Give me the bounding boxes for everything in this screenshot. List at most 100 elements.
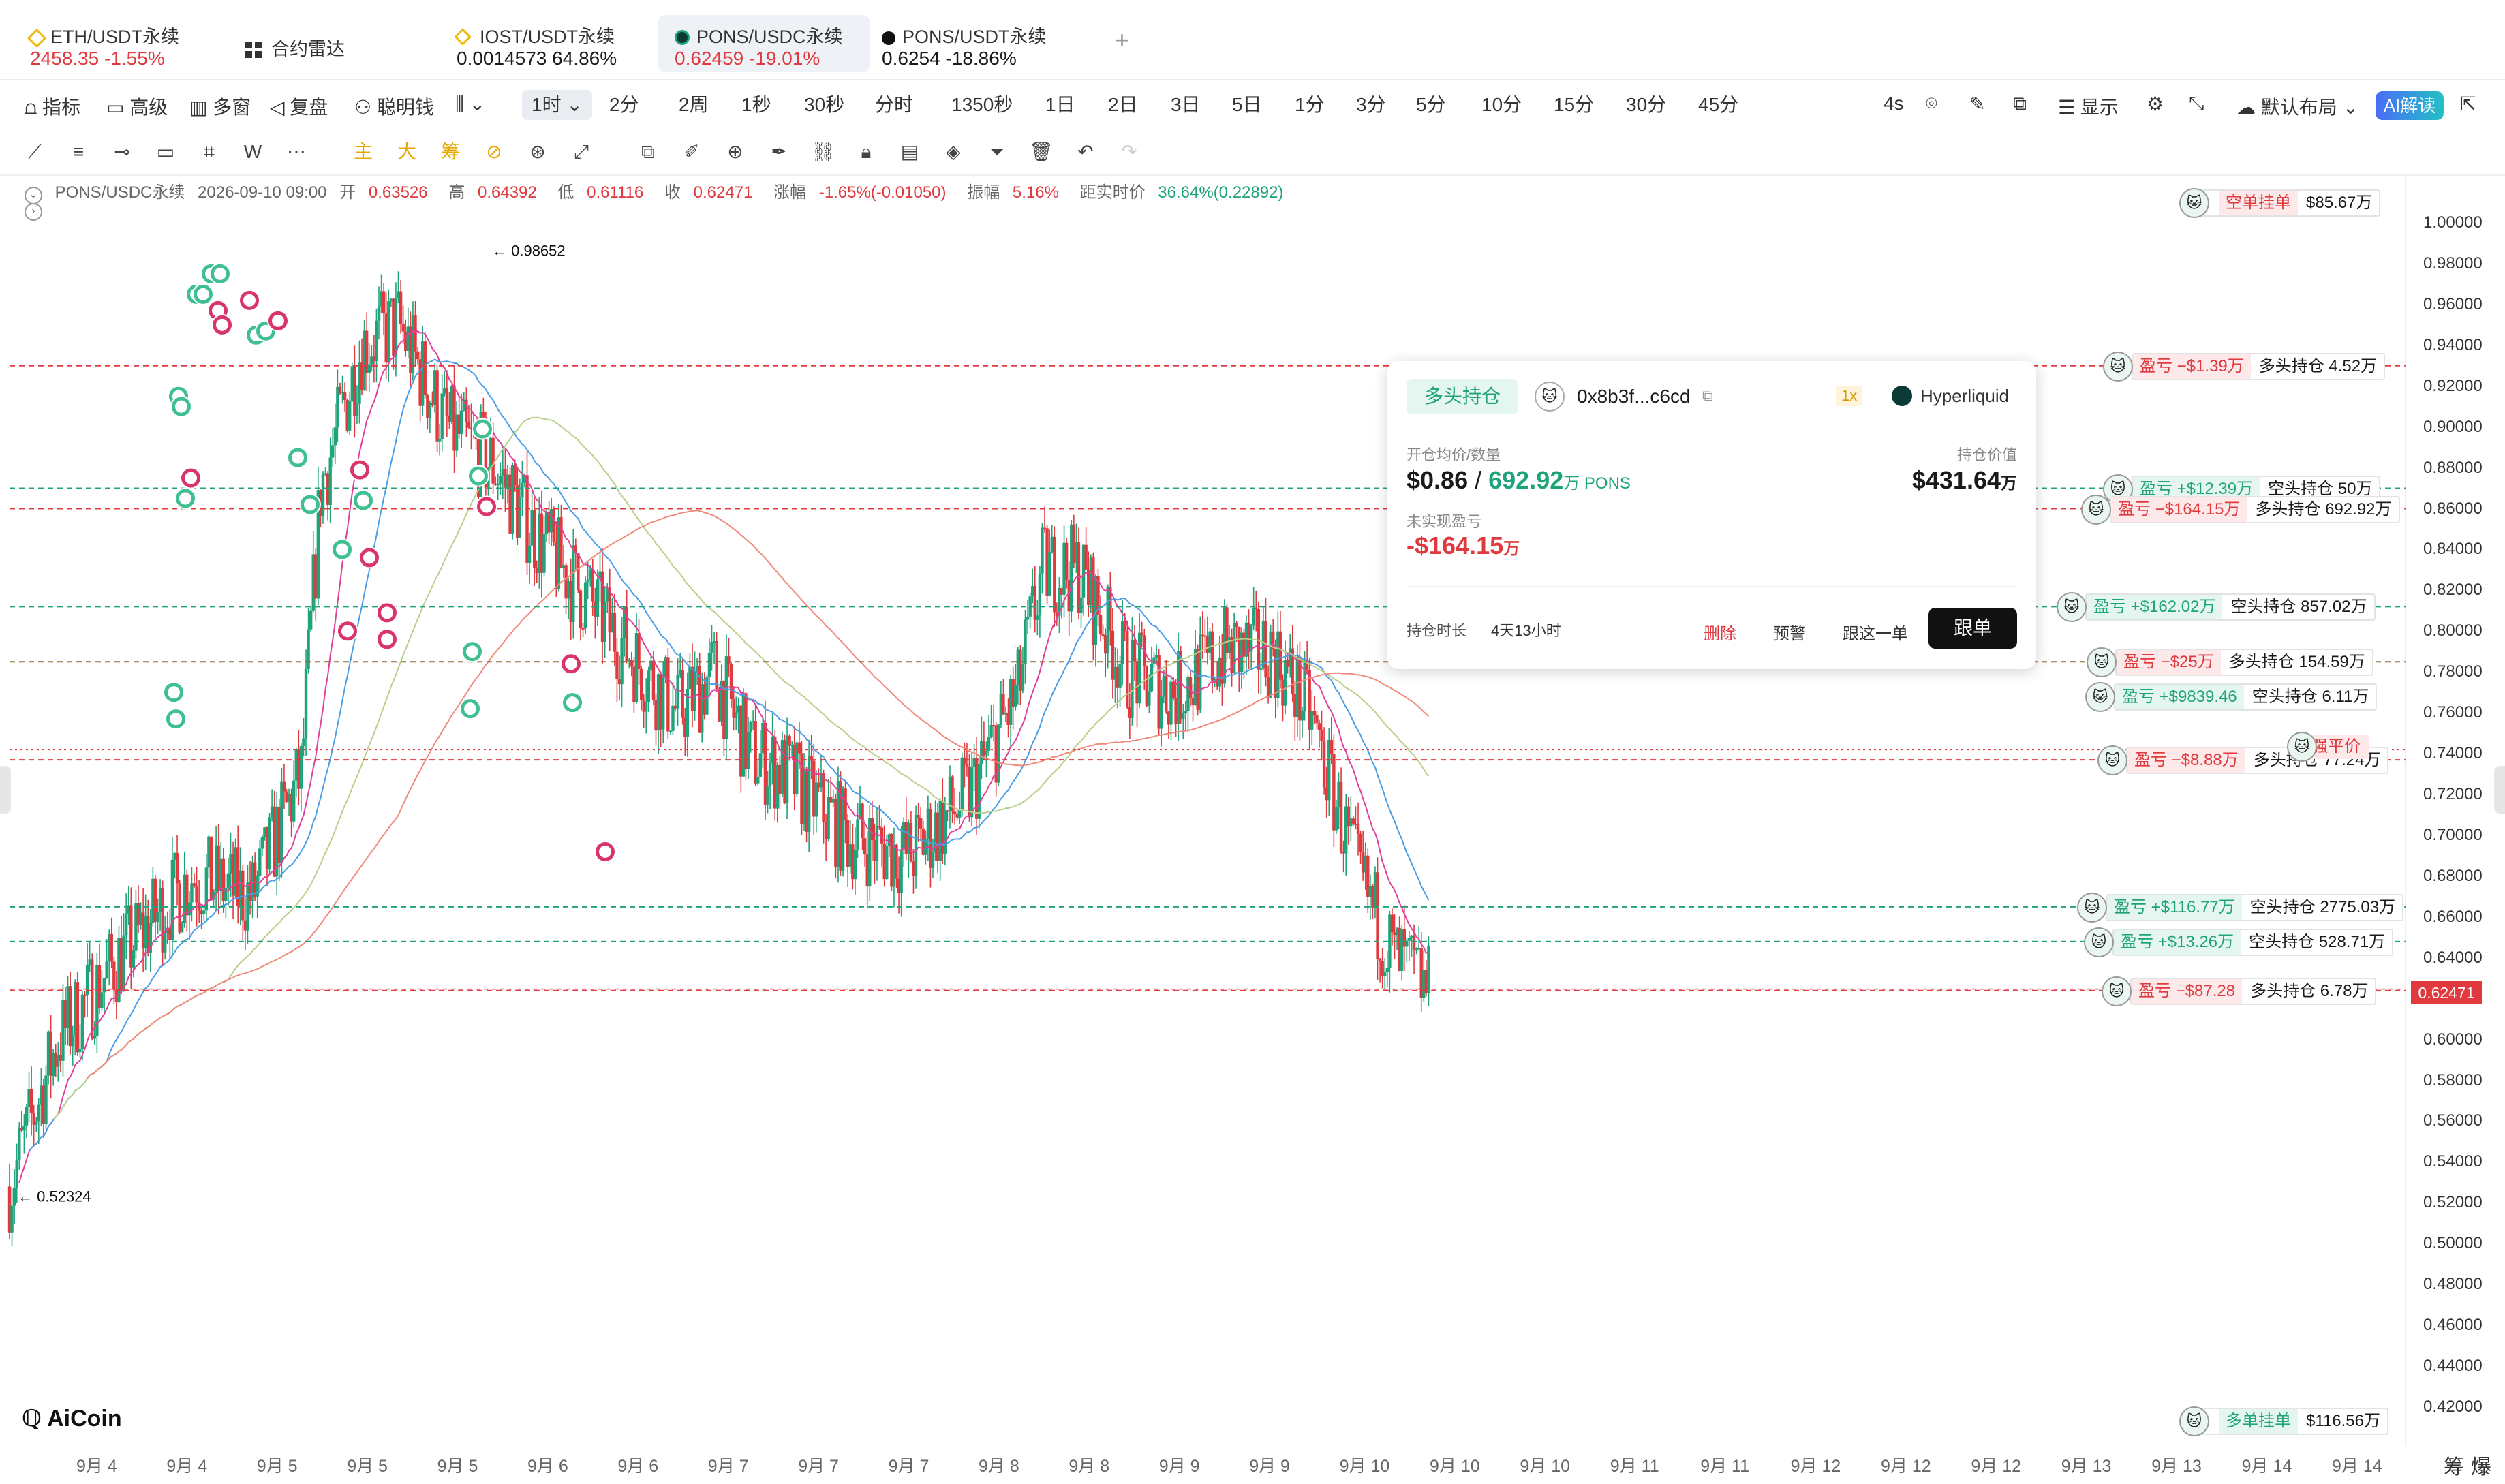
x-tick-label: 9月 4 (76, 1457, 117, 1476)
ai-interpret-button[interactable]: AI解读 (2376, 91, 2444, 120)
timeframe-2[interactable]: 2周 (679, 94, 709, 115)
liquidation-corner-button[interactable]: 爆 (2471, 1456, 2491, 1479)
path-icon[interactable]: ⋯ (287, 141, 306, 162)
candle-body (418, 359, 422, 406)
redo-icon[interactable]: ↷ (1121, 141, 1137, 162)
timeframe-17[interactable]: 45分 (1698, 94, 1739, 115)
timeframe-6[interactable]: 1350秒 (951, 94, 1013, 115)
timeframe-8[interactable]: 2日 (1108, 94, 1138, 115)
big-icon[interactable]: 大 (397, 141, 416, 162)
candle-body (955, 814, 959, 818)
alert-button[interactable]: 预警 (1773, 625, 1806, 643)
right-panel-handle[interactable] (2494, 766, 2505, 814)
multi-window-button[interactable]: ▥ 多窗 (189, 93, 251, 120)
entry-label: 开仓均价/数量 (1407, 446, 1501, 463)
left-panel-handle[interactable] (0, 766, 11, 814)
candle-body (1223, 607, 1227, 684)
timeframe-1[interactable]: 2分 (609, 94, 639, 115)
timeframe-16[interactable]: 30分 (1626, 94, 1667, 115)
main-chart-icon[interactable]: 主 (353, 141, 373, 162)
share-box-icon[interactable]: ⧉ (2013, 93, 2027, 114)
top-order-tag[interactable]: 🐱︎ 空单挂单 $85.67万 (2179, 188, 2381, 218)
refresh-interval[interactable]: 4s (1884, 93, 1904, 114)
candle-body (484, 417, 488, 488)
fullscreen-icon[interactable]: ⤡ (2189, 93, 2204, 114)
lock-icon[interactable]: 🔒︎ (861, 141, 872, 162)
timeframe-0[interactable]: 1时 ⌄ (522, 90, 592, 120)
position-level-tag[interactable]: 🐱︎ 盈亏 +$9839.46 空头持仓 6.11万 (2085, 682, 2378, 713)
candle-body (603, 601, 606, 643)
tab-iost-usdt[interactable]: IOST/USDT永续 0.0014573 64.86% (440, 15, 645, 72)
filter-icon[interactable]: ⏷ (989, 141, 1005, 162)
replay-button[interactable]: ◁ 复盘 (270, 93, 328, 120)
candle-body (350, 366, 354, 401)
tab-pons-usdc[interactable]: PONS/USDC永续 0.62459 -19.01% (658, 15, 870, 72)
ruler-icon[interactable]: ✐ (683, 141, 700, 162)
trash-icon[interactable]: 🗑︎ (1029, 141, 1054, 162)
candle-body (707, 652, 711, 678)
indicator-button[interactable]: ⩍ 指标 (25, 93, 80, 120)
zoom-icon[interactable]: ⊕ (727, 141, 743, 162)
advanced-button[interactable]: ▭ 高级 (106, 93, 168, 120)
timeframe-11[interactable]: 1分 (1295, 94, 1325, 115)
settings-gear-icon[interactable]: ⚙ (2147, 93, 2164, 114)
follow-this-button[interactable]: 跟这一单 (1843, 625, 1908, 643)
chips-icon[interactable]: 筹 (440, 141, 460, 162)
pattern-icon[interactable]: ⌗ (204, 141, 215, 162)
undo-icon[interactable]: ↶ (1077, 141, 1094, 162)
camera-icon[interactable]: ⌾ (1926, 93, 1937, 114)
position-level-tag[interactable]: 🐱︎ 盈亏 +$13.26万 空头持仓 528.71万 (2084, 927, 2394, 957)
position-level-tag[interactable]: 🐱︎ 盈亏 −$1.39万 多头持仓 4.52万 (2103, 351, 2386, 382)
rectangle-icon[interactable]: ▭ (156, 141, 175, 162)
trendline-icon[interactable]: ⟋ (28, 141, 42, 162)
timeframe-7[interactable]: 1日 (1045, 94, 1075, 115)
tab-pons-usdt[interactable]: PONS/USDT永续 0.6254 -18.86% (865, 15, 1090, 72)
layers-icon[interactable]: ◈ (946, 141, 961, 162)
position-level-tag[interactable]: 🐱︎ 盈亏 +$162.02万 空头持仓 857.02万 (2057, 592, 2376, 623)
indicator-label: 指标 (42, 97, 80, 118)
hlines-icon[interactable]: ≡ (72, 141, 84, 162)
timeframe-4[interactable]: 30秒 (804, 94, 845, 115)
delete-button[interactable]: 删除 (1704, 625, 1736, 643)
tab-contract-radar[interactable]: 合约雷达 (229, 15, 365, 72)
add-tab-button[interactable]: + (1115, 26, 1130, 54)
expand-indicator-icon[interactable]: › (25, 203, 42, 221)
layout-dropdown[interactable]: ☁ 默认布局 ⌄ (2237, 93, 2358, 120)
share-icon[interactable]: ⇱ (2460, 93, 2476, 114)
position-level-tag[interactable]: 🐱︎ 盈亏 −$25万 多头持仓 154.59万 (2087, 647, 2373, 678)
chips-corner-button[interactable]: 筹 (2444, 1456, 2464, 1479)
display-button[interactable]: ☰ 显示 (2058, 93, 2119, 120)
timeframe-9[interactable]: 3日 (1171, 94, 1201, 115)
level-pnl: 盈亏 −$25万 (2117, 650, 2221, 675)
position-level-tag[interactable]: 🐱︎ 盈亏 −$164.15万 多头持仓 692.92万 (2081, 494, 2400, 525)
edit-box-icon[interactable]: ⊘ (486, 141, 502, 162)
candle-body (144, 915, 147, 948)
position-level-tag[interactable]: 🐱︎ 盈亏 −$8.88万 多头持仓 77.24万 (2097, 745, 2389, 776)
position-level-tag[interactable]: 🐱︎ 盈亏 +$12.39万 空头持仓 50万 (2103, 474, 2381, 504)
follow-button[interactable]: 跟单 (1928, 608, 2017, 649)
smart-money-button[interactable]: ⚇ 聪明钱 (354, 93, 434, 120)
tab-eth-usdt[interactable]: ETH/USDT永续 2458.35 -1.55% (14, 15, 184, 72)
wave-icon[interactable]: W (243, 141, 262, 162)
timeframe-10[interactable]: 5日 (1232, 94, 1262, 115)
position-level-tag[interactable]: 🐱︎ 盈亏 −$87.28 多头持仓 6.78万 (2102, 976, 2377, 1006)
ray-icon[interactable]: ⊸ (114, 141, 130, 162)
pen-icon[interactable]: ✎ (1969, 93, 1986, 114)
note-icon[interactable]: ▤ (900, 141, 919, 162)
timeframe-5[interactable]: 分时 (875, 94, 914, 115)
copy-address-icon[interactable]: ⧉ (1702, 387, 1713, 404)
position-level-tag[interactable]: 🐱︎ 盈亏 +$116.77万 空头持仓 2775.03万 (2077, 892, 2404, 923)
candle-body (985, 750, 988, 756)
measure-icon[interactable]: ⤢ (573, 141, 589, 162)
bottom-order-tag[interactable]: 🐱︎ 多单挂单 $116.56万 (2179, 1406, 2388, 1436)
timeframe-3[interactable]: 1秒 (741, 94, 771, 115)
timeframe-15[interactable]: 15分 (1554, 94, 1595, 115)
brush-icon[interactable]: ✒ (771, 141, 787, 162)
timeframe-12[interactable]: 3分 (1356, 94, 1386, 115)
timeframe-14[interactable]: 10分 (1481, 94, 1522, 115)
copy-icon[interactable]: ⧉ (641, 141, 655, 162)
magnet-icon[interactable]: ⊛ (529, 141, 546, 162)
link-icon[interactable]: ⛓ (811, 141, 835, 162)
chart-type-dropdown[interactable]: ⫼ ⌄ (455, 93, 485, 116)
timeframe-13[interactable]: 5分 (1416, 94, 1446, 115)
